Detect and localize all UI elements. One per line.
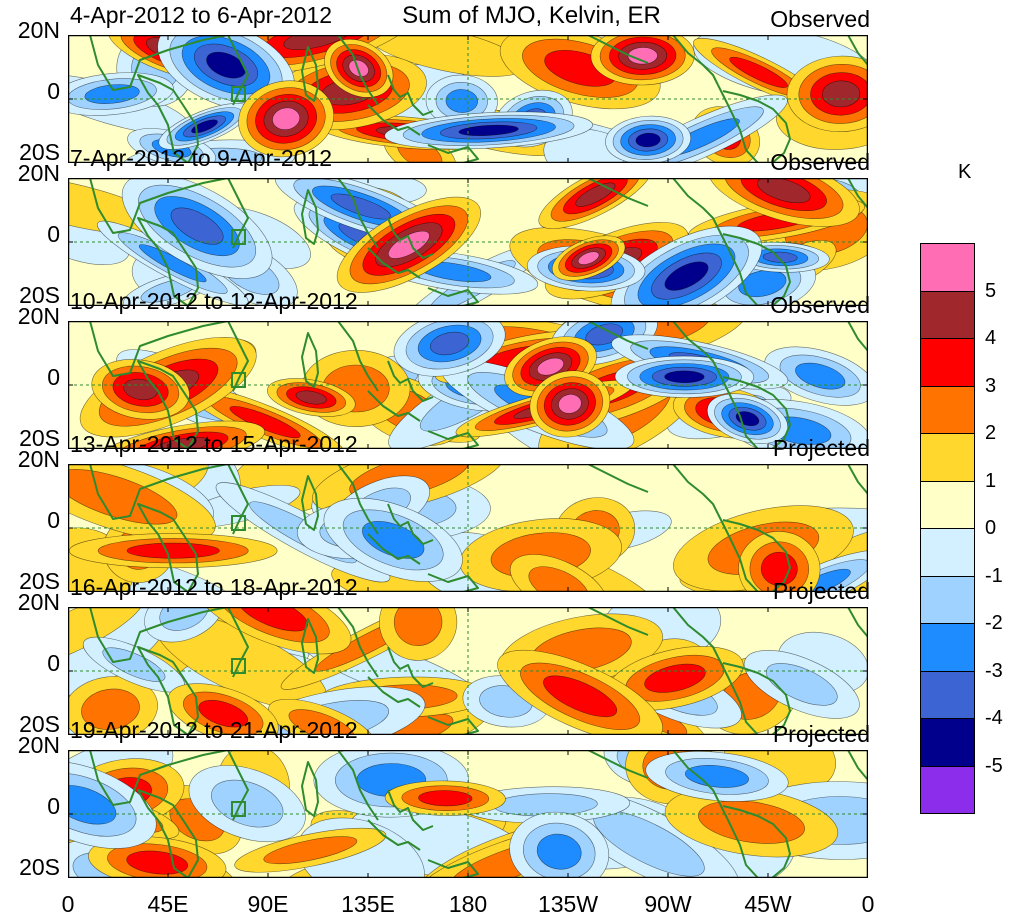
- latitude-tick-label: 20S: [19, 282, 60, 308]
- colorbar-tick-label: 0: [985, 517, 997, 539]
- colorbar-swatch: [920, 670, 975, 719]
- latitude-tick-label: 20N: [17, 303, 60, 329]
- colorbar-tick-label: 2: [985, 422, 997, 444]
- panel-date-range: 7-Apr-2012 to 9-Apr-2012: [70, 145, 333, 171]
- latitude-tick-label: 20S: [19, 854, 60, 880]
- anomaly-map: [68, 321, 868, 449]
- colorbar-swatch: [920, 290, 975, 339]
- latitude-tick-label: 20N: [17, 17, 60, 43]
- main-title: Sum of MJO, Kelvin, ER: [402, 2, 661, 29]
- anomaly-map-svg: [68, 321, 868, 449]
- panel-date-range: 13-Apr-2012 to 15-Apr-2012: [70, 431, 358, 457]
- colorbar: [920, 243, 977, 814]
- colorbar-tick-label: 3: [985, 374, 997, 397]
- latitude-tick-label: 0: [47, 650, 60, 676]
- map-panel: 19-Apr-2012 to 21-Apr-2012 Projected 20N 0 2…: [0, 715, 900, 879]
- anomaly-map: [68, 750, 868, 878]
- latitude-tick-label: 20S: [19, 568, 60, 594]
- latitude-tick-label: 20S: [19, 139, 60, 165]
- colorbar-swatch: [920, 575, 975, 624]
- colorbar-swatch: [920, 765, 975, 814]
- latitude-tick-label: 0: [47, 78, 60, 104]
- map-panel: 4-Apr-2012 to 6-Apr-2012 Observed 20N 0 20S: [0, 0, 900, 164]
- map-panel: 10-Apr-2012 to 12-Apr-2012 Observed 20N 0 20…: [0, 286, 900, 450]
- anomaly-map: [68, 464, 868, 592]
- latitude-tick-label: 0: [47, 507, 60, 533]
- longitude-tick-label: 45W: [744, 891, 792, 917]
- colorbar-swatch: [920, 433, 975, 482]
- colorbar-tick-label: -2: [985, 612, 1003, 634]
- panel-date-range: 10-Apr-2012 to 12-Apr-2012: [70, 288, 358, 314]
- colorbar-swatch: [920, 385, 975, 434]
- longitude-tick-label: 135E: [341, 891, 395, 917]
- latitude-tick-label: 0: [47, 221, 60, 247]
- panel-date-range: 19-Apr-2012 to 21-Apr-2012: [70, 717, 358, 743]
- colorbar-tick-label: -5: [985, 754, 1003, 777]
- latitude-tick-label: 20S: [19, 425, 60, 451]
- colorbar-tick-label: 4: [985, 327, 997, 349]
- colorbar-tick-label: 1: [985, 469, 997, 492]
- longitude-tick-label: 0: [861, 891, 875, 917]
- map-panel: 13-Apr-2012 to 15-Apr-2012 Projected 20N 0 2…: [0, 429, 900, 593]
- anomaly-map-svg: [68, 750, 868, 878]
- colorbar-tick-label: -4: [985, 707, 1003, 729]
- colorbar-tick-label: -3: [985, 659, 1003, 682]
- panel-status: Observed: [770, 149, 870, 175]
- anomaly-map-svg: [68, 35, 868, 163]
- panel-date-range: 4-Apr-2012 to 6-Apr-2012: [70, 2, 333, 28]
- panel-status: Projected: [772, 578, 870, 604]
- colorbar-swatch: [920, 718, 975, 767]
- latitude-tick-label: 20S: [19, 711, 60, 737]
- colorbar-swatch: [920, 243, 975, 292]
- anomaly-map: [68, 607, 868, 735]
- map-panel: 7-Apr-2012 to 9-Apr-2012 Observed 20N 0 20S: [0, 143, 900, 307]
- anomaly-map-svg: [68, 178, 868, 306]
- longitude-tick-label: 180: [448, 891, 488, 917]
- map-panel: 16-Apr-2012 to 18-Apr-2012 Projected 20N 0 2…: [0, 572, 900, 736]
- latitude-tick-label: 20N: [17, 446, 60, 472]
- latitude-tick-label: 0: [47, 364, 60, 390]
- anomaly-map: [68, 35, 868, 163]
- panel-status: Projected: [772, 435, 870, 461]
- panel-status: Projected: [772, 721, 870, 747]
- anomaly-map-svg: [68, 607, 868, 735]
- colorbar-tick-label: -1: [985, 564, 1003, 587]
- longitude-tick-label: 90E: [247, 891, 289, 917]
- panel-status: Observed: [770, 6, 870, 32]
- longitude-tick-label: 135W: [537, 891, 599, 917]
- longitude-tick-label: 90W: [644, 891, 692, 917]
- colorbar-swatch: [920, 338, 975, 387]
- longitude-tick-label: 0: [61, 891, 75, 917]
- colorbar-swatch: [920, 528, 975, 577]
- colorbar-unit-label: K: [958, 161, 972, 183]
- longitude-axis: 0 45E 90E 135E 180 135W 90W 45W 0: [0, 890, 920, 920]
- anomaly-map: [68, 178, 868, 306]
- colorbar-swatch: [920, 480, 975, 529]
- panel-status: Observed: [770, 292, 870, 318]
- latitude-tick-label: 20N: [17, 589, 60, 615]
- anomaly-map-svg: [68, 464, 868, 592]
- longitude-tick-label: 45E: [147, 891, 189, 917]
- colorbar-tick-label: 5: [985, 279, 997, 302]
- latitude-tick-label: 20N: [17, 160, 60, 186]
- colorbar-swatch: [920, 623, 975, 672]
- panel-date-range: 16-Apr-2012 to 18-Apr-2012: [70, 574, 358, 600]
- latitude-tick-label: 0: [47, 793, 60, 819]
- latitude-tick-label: 20N: [17, 732, 60, 758]
